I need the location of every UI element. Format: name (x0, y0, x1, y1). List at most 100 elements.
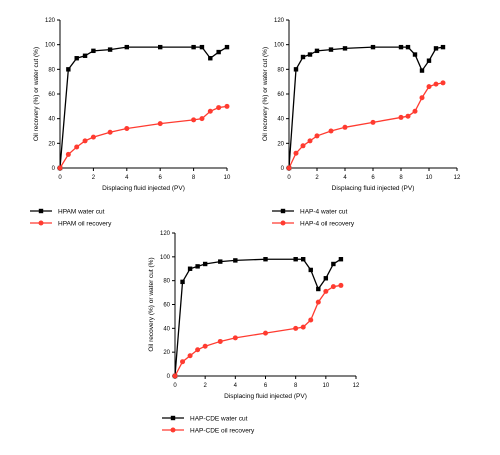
data-point (338, 282, 344, 288)
data-point (191, 44, 196, 50)
legend-marker (280, 220, 286, 226)
data-point (300, 54, 306, 60)
data-point (216, 105, 222, 111)
data-point (172, 373, 178, 379)
y-tick-label: 80 (277, 67, 284, 73)
x-tick-label: 4 (234, 383, 238, 389)
data-point (207, 108, 213, 114)
x-tick-label: 10 (322, 383, 329, 389)
data-point (314, 133, 320, 139)
data-point (405, 113, 411, 119)
y-tick-label: 80 (48, 67, 55, 73)
legend-marker (38, 220, 44, 226)
y-axis-title: Oil recovery (%) or water cut (%) (33, 47, 40, 141)
data-point (440, 80, 446, 86)
data-point (202, 261, 208, 267)
y-tick-label: 0 (281, 166, 285, 172)
data-point (57, 165, 63, 171)
data-point (187, 266, 193, 271)
data-point (323, 288, 329, 294)
x-tick-label: 6 (371, 175, 375, 181)
data-point (293, 150, 299, 156)
data-point (107, 47, 113, 52)
x-tick-label: 12 (353, 383, 360, 389)
data-point (124, 44, 129, 50)
data-point (328, 47, 334, 52)
y-tick-label: 20 (277, 141, 284, 147)
series-line (59, 46, 228, 169)
y-axis-title: Oil recovery (%) or water cut (%) (148, 257, 155, 351)
legend-label: HAP-4 oil recovery (300, 220, 355, 227)
x-tick-label: 0 (58, 175, 62, 181)
legend-marker (170, 415, 176, 421)
x-tick-label: 4 (125, 175, 129, 181)
data-point (342, 46, 348, 51)
data-point (217, 338, 223, 344)
data-point (187, 353, 193, 359)
data-point (232, 335, 238, 341)
x-tick-label: 2 (315, 175, 319, 181)
y-tick-label: 40 (277, 117, 284, 123)
data-point (180, 359, 186, 365)
data-point (308, 267, 313, 273)
y-tick-label: 40 (163, 326, 170, 332)
data-point (412, 52, 418, 57)
data-point (342, 124, 348, 130)
x-tick-label: 2 (203, 383, 207, 389)
data-point (82, 53, 88, 58)
data-point (300, 324, 306, 330)
data-point (224, 103, 230, 109)
y-tick-label: 120 (45, 18, 56, 24)
data-point (308, 317, 314, 323)
y-tick-label: 20 (48, 141, 55, 147)
y-tick-label: 0 (52, 166, 56, 172)
data-point (330, 284, 336, 290)
data-point (199, 116, 205, 122)
series-line (174, 284, 342, 377)
data-point (314, 48, 320, 54)
x-tick-label: 8 (399, 175, 403, 181)
data-point (218, 259, 223, 264)
x-tick-label: 10 (224, 175, 231, 181)
data-point (398, 114, 404, 120)
data-point (426, 58, 432, 63)
data-point (300, 143, 306, 149)
y-tick-label: 40 (48, 117, 55, 123)
data-point (331, 261, 336, 267)
data-point (107, 129, 113, 135)
legend-label: HAP-4 water cut (300, 208, 348, 215)
x-tick-label: 12 (454, 175, 461, 181)
x-tick-label: 8 (294, 383, 298, 389)
data-point (91, 48, 96, 54)
data-point (405, 44, 411, 50)
data-point (419, 95, 425, 101)
x-axis-title: Displacing fluid injected (PV) (102, 185, 185, 192)
data-point (323, 276, 329, 281)
data-point (286, 165, 292, 171)
data-point (157, 121, 163, 127)
y-tick-label: 80 (163, 279, 170, 285)
y-tick-label: 60 (163, 303, 170, 309)
data-point (398, 44, 404, 50)
x-tick-label: 10 (426, 175, 433, 181)
data-point (316, 286, 321, 292)
x-tick-label: 6 (264, 383, 268, 389)
legend-label: HPAM oil recovery (58, 220, 112, 227)
x-tick-label: 6 (159, 175, 163, 181)
x-tick-label: 4 (343, 175, 347, 181)
series-line (174, 258, 342, 377)
data-point (124, 126, 130, 132)
data-point (216, 49, 221, 55)
data-point (293, 67, 299, 72)
data-point (180, 279, 185, 285)
data-point (66, 67, 71, 72)
data-point (433, 46, 439, 51)
data-point (315, 299, 321, 305)
data-point (195, 347, 201, 353)
y-tick-label: 120 (160, 231, 171, 237)
data-point (426, 84, 432, 90)
legend-marker (170, 427, 176, 433)
x-tick-label: 2 (92, 175, 96, 181)
